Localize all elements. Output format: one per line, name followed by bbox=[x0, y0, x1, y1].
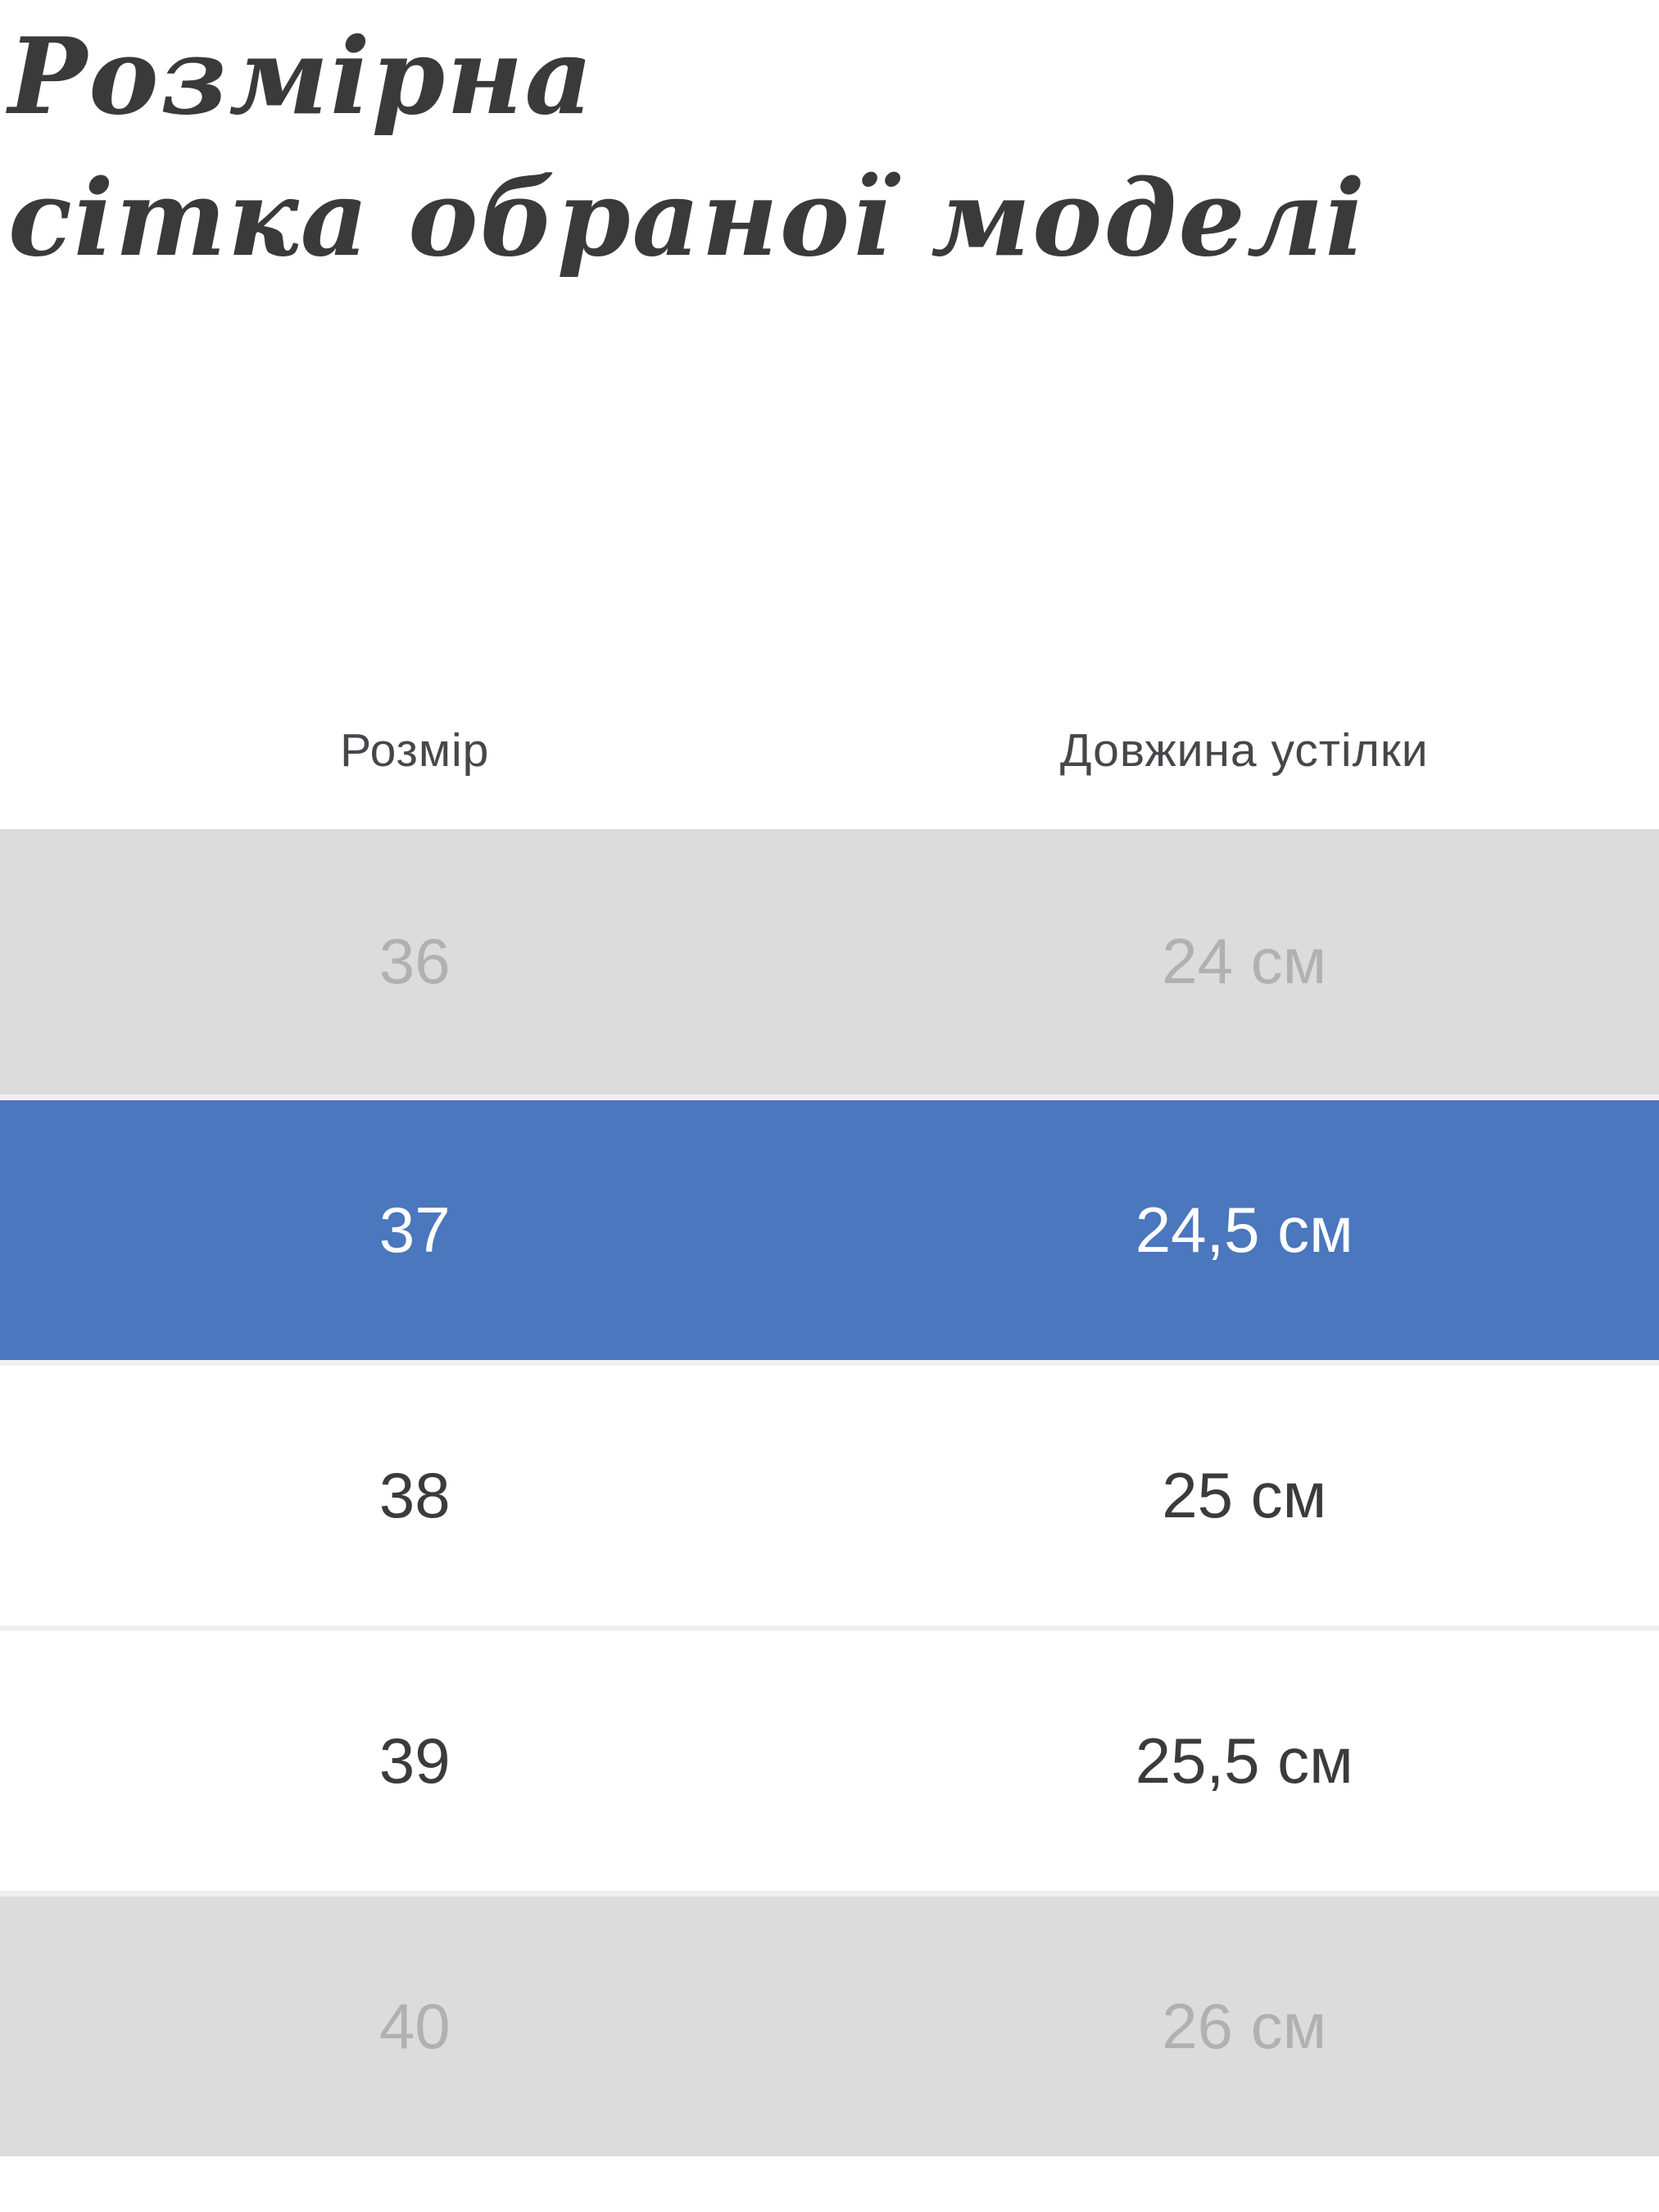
size-value: 40 bbox=[378, 1989, 451, 2062]
page-title-line-1: Розмірна bbox=[8, 16, 595, 138]
size-value: 37 bbox=[378, 1193, 451, 1266]
size-row-36[interactable]: 36 24 см bbox=[0, 828, 1659, 1095]
size-value: 38 bbox=[378, 1458, 451, 1531]
insole-length-value: 24,5 см bbox=[1135, 1193, 1353, 1266]
size-value: 39 bbox=[378, 1724, 451, 1797]
size-row-38[interactable]: 38 25 см bbox=[0, 1359, 1659, 1625]
size-table-body: 36 24 см 37 24,5 см 38 25 см 39 25,5 см … bbox=[0, 828, 1659, 2156]
size-row-40[interactable]: 40 26 см bbox=[0, 1890, 1659, 2156]
column-header-insole-length: Довжина устілки bbox=[1059, 723, 1429, 777]
size-table-header: Розмір Довжина устілки bbox=[0, 723, 1659, 778]
size-row-39[interactable]: 39 25,5 см bbox=[0, 1625, 1659, 1891]
insole-length-value: 26 см bbox=[1162, 1989, 1327, 2062]
insole-length-value: 24 см bbox=[1162, 925, 1327, 998]
size-table: Розмір Довжина устілки 36 24 см 37 24,5 … bbox=[0, 723, 1659, 2156]
size-value: 36 bbox=[378, 925, 451, 998]
column-header-size: Розмір bbox=[340, 723, 490, 777]
insole-length-value: 25,5 см bbox=[1135, 1724, 1353, 1797]
page-title: Розмірна сітка обраної моделі bbox=[0, 0, 1659, 290]
size-row-37-selected[interactable]: 37 24,5 см bbox=[0, 1094, 1659, 1360]
insole-length-value: 25 см bbox=[1162, 1458, 1327, 1531]
page-title-line-2: сітка обраної моделі bbox=[8, 156, 1367, 280]
